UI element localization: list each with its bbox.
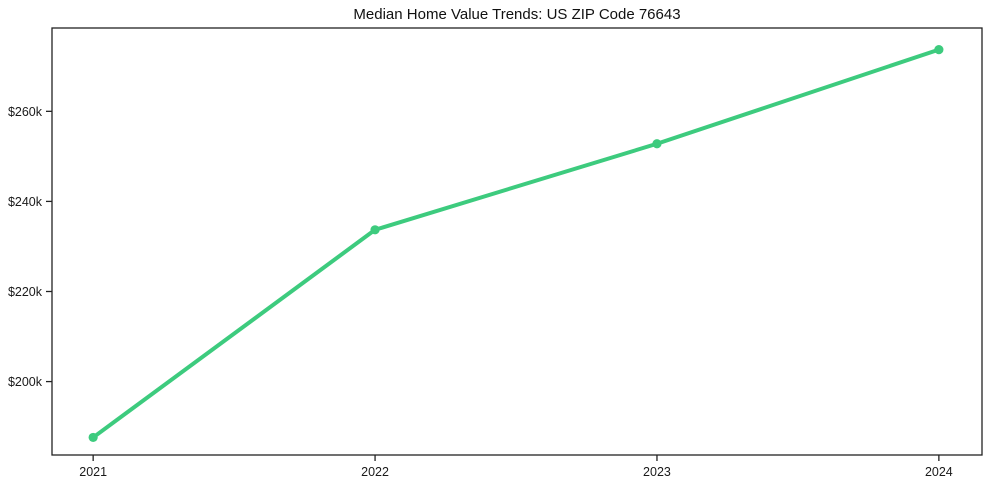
y-tick-label: $260k: [8, 105, 43, 119]
data-point-marker: [652, 139, 662, 149]
x-tick-label: 2023: [643, 465, 671, 479]
data-point-marker: [370, 225, 380, 235]
plot-frame: [51, 27, 983, 456]
y-tick-label: $200k: [8, 375, 43, 389]
data-point-marker: [934, 45, 944, 55]
x-tick-label: 2021: [79, 465, 107, 479]
x-tick-label: 2022: [361, 465, 389, 479]
data-point-marker: [88, 432, 98, 443]
trend-line: [91, 47, 941, 440]
y-tick-label: $240k: [8, 195, 43, 209]
y-tick-label: $220k: [8, 285, 43, 299]
x-tick-label: 2024: [925, 465, 953, 479]
chart-title: Median Home Value Trends: US ZIP Code 76…: [353, 6, 681, 23]
